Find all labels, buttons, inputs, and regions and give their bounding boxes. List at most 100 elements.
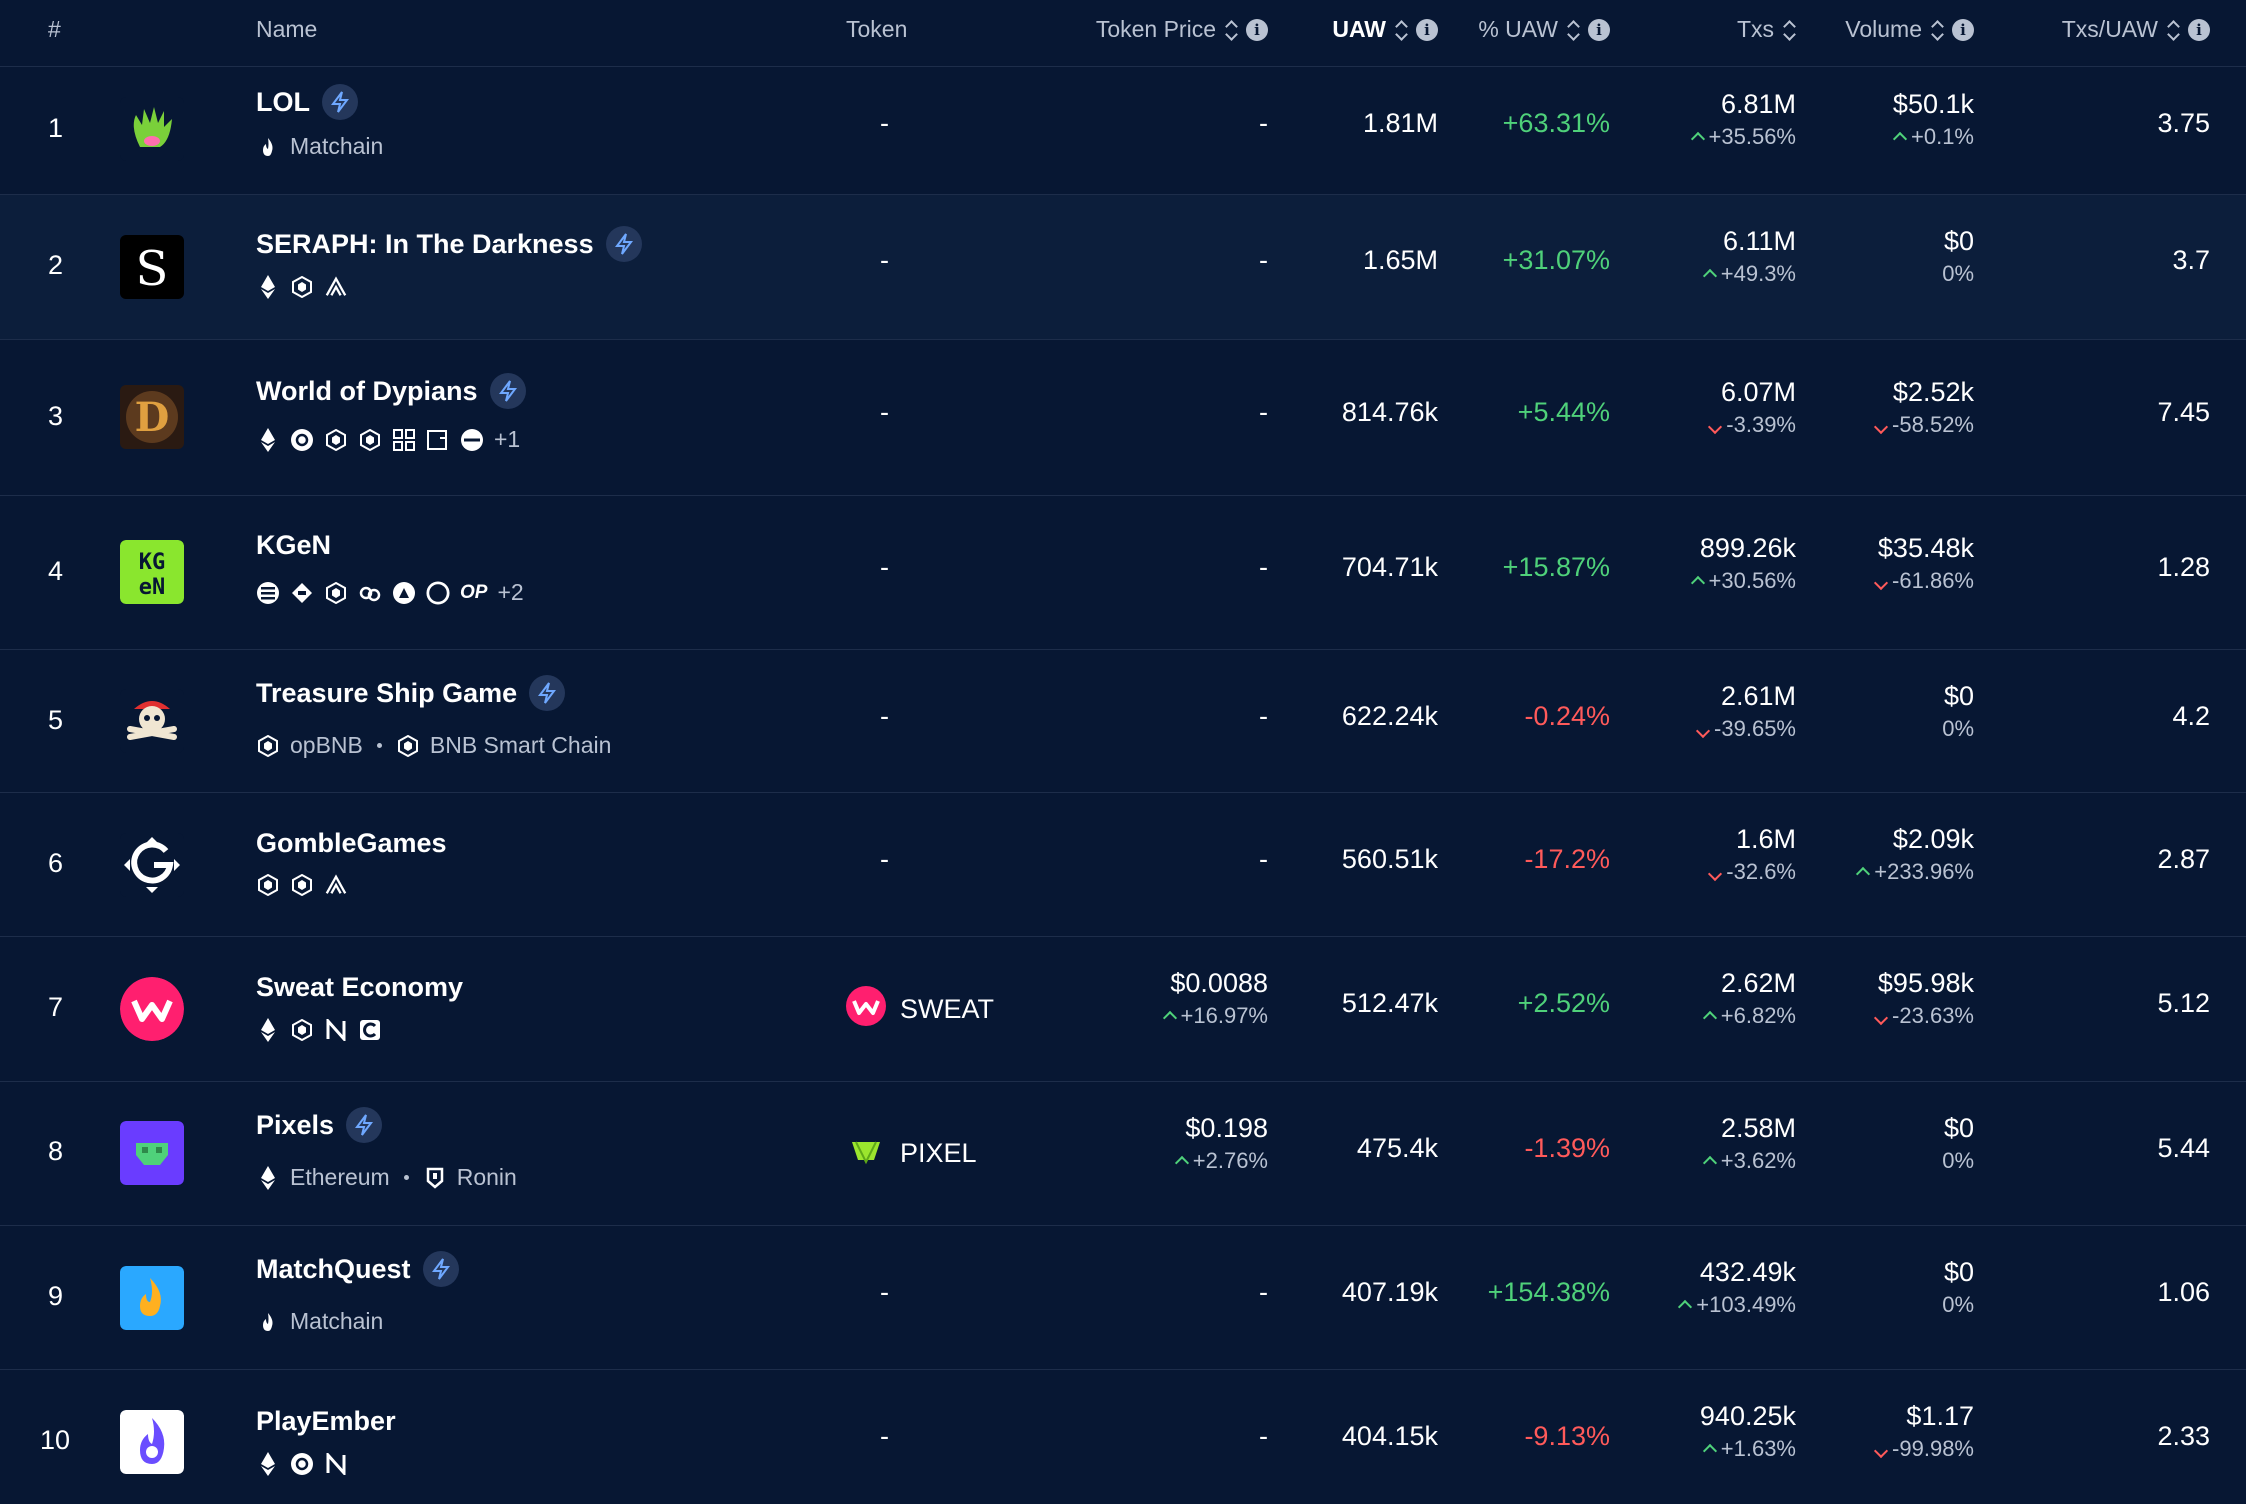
lightning-icon xyxy=(322,84,358,120)
game-name[interactable]: MatchQuest xyxy=(256,1251,459,1287)
solana-icon xyxy=(256,581,280,605)
token-price: - xyxy=(1259,552,1268,582)
txs-value: 2.58M xyxy=(1720,1113,1796,1143)
rank: 7 xyxy=(48,992,64,1022)
header-txs[interactable]: Txs xyxy=(1660,16,1796,43)
token-price: $0.0088 xyxy=(1170,968,1268,998)
header-volume[interactable]: Volume i xyxy=(1810,16,1974,43)
bnb-chain-icon xyxy=(256,734,280,758)
table-row[interactable]: 5 Treasure Ship Game opBNB BNB Smart Cha… xyxy=(0,650,2246,793)
game-name[interactable]: GombleGames xyxy=(256,828,447,858)
uaw-value: 704.71k xyxy=(1341,552,1438,582)
table-row[interactable]: 9 MatchQuest Matchain - - 407.19k +154.3… xyxy=(0,1226,2246,1370)
table-row[interactable]: 7 Sweat Economy SWEAT $0.0088 +16.97% 51… xyxy=(0,937,2246,1082)
volume-value: $35.48k xyxy=(1877,533,1974,563)
table-header: # Name Token Token Price i UAW i % UAW i Tx… xyxy=(0,0,2246,67)
txs-value: 940.25k xyxy=(1699,1401,1796,1431)
arbitrum-icon xyxy=(324,275,348,299)
sort-icon[interactable] xyxy=(1394,19,1408,41)
token-symbol: SWEAT xyxy=(900,994,994,1024)
ronin-icon xyxy=(423,1166,447,1190)
volume-value: $0 xyxy=(1943,1113,1974,1143)
txs-value: 6.11M xyxy=(1722,226,1796,256)
link-icon xyxy=(358,581,382,605)
token-value: - xyxy=(880,397,889,427)
info-icon[interactable]: i xyxy=(1246,18,1268,41)
table-row[interactable]: 6 GombleGames - - 560.51k -17.2% 1.6M -3… xyxy=(0,793,2246,937)
sort-icon[interactable] xyxy=(2166,19,2180,41)
rank: 5 xyxy=(48,705,64,735)
txs-uaw-value: 7.45 xyxy=(2157,397,2210,427)
volume-change: 0% xyxy=(1942,716,1974,741)
table-row[interactable]: 4 KG eN KGeN OP +2 - - 704.71k +15.87% 89… xyxy=(0,496,2246,650)
token-price: - xyxy=(1259,1421,1268,1451)
uaw-value: 622.24k xyxy=(1341,701,1438,731)
ring-icon xyxy=(426,580,450,605)
game-name[interactable]: PlayEmber xyxy=(256,1406,396,1436)
sort-icon[interactable] xyxy=(1782,19,1796,41)
arrow-down-icon xyxy=(1710,859,1720,885)
game-logo xyxy=(120,1121,184,1185)
table-row[interactable]: 10 PlayEmber - - 404.15k -9.13% 940.25k … xyxy=(0,1370,2246,1504)
token-price: - xyxy=(1259,397,1268,427)
volume-change: 0% xyxy=(1942,1292,1974,1317)
pct-uaw-value: -1.39% xyxy=(1524,1133,1610,1163)
volume-value: $2.09k xyxy=(1892,824,1974,854)
header-txs-uaw[interactable]: Txs/UAW i xyxy=(2020,16,2210,43)
txs-change: +35.56% xyxy=(1660,124,1796,150)
pct-uaw-value: +15.87% xyxy=(1502,552,1610,582)
ethereum-icon xyxy=(256,1165,280,1190)
sort-icon[interactable] xyxy=(1224,19,1238,41)
txs-uaw-value: 1.28 xyxy=(2157,552,2210,582)
txs-change: -39.65% xyxy=(1660,716,1796,742)
info-icon[interactable]: i xyxy=(2188,18,2210,41)
volume-change: +233.96% xyxy=(1810,859,1974,885)
info-icon[interactable]: i xyxy=(1588,18,1610,41)
rank: 4 xyxy=(48,556,64,586)
table-row[interactable]: 2 S SERAPH: In The Darkness - - 1.65M +3… xyxy=(0,195,2246,340)
game-name[interactable]: Treasure Ship Game xyxy=(256,675,566,711)
chains-list xyxy=(256,1018,382,1042)
token-price-change: +2.76% xyxy=(1000,1148,1268,1174)
table-row[interactable]: 3 D World of Dypians +1 - - 814.76k +5.4… xyxy=(0,340,2246,496)
bnb-chain-icon xyxy=(358,428,382,452)
lightning-icon xyxy=(489,373,526,409)
token-cell[interactable]: PIXEL xyxy=(846,1130,977,1177)
game-name[interactable]: SERAPH: In The Darkness xyxy=(256,226,642,262)
sort-icon[interactable] xyxy=(1566,19,1580,41)
arrow-up-icon xyxy=(1705,1436,1715,1462)
token-cell[interactable]: SWEAT xyxy=(846,986,994,1033)
rank: 2 xyxy=(48,250,64,280)
volume-value: $0 xyxy=(1943,226,1974,256)
table-row[interactable]: 8 Pixels Ethereum Ronin PIXEL $0.198 +2.… xyxy=(0,1082,2246,1226)
token-value: - xyxy=(880,844,889,874)
info-icon[interactable]: i xyxy=(1952,18,1974,41)
near-icon xyxy=(324,1452,348,1476)
table-row[interactable]: 1 LOL Matchain - - 1.81M +63.31% 6.81M +… xyxy=(0,67,2246,195)
game-name[interactable]: Sweat Economy xyxy=(256,972,464,1002)
bnb-chain-icon xyxy=(290,873,314,897)
sort-icon[interactable] xyxy=(1930,19,1944,41)
header-token-price[interactable]: Token Price i xyxy=(1000,16,1268,43)
header-uaw[interactable]: UAW i xyxy=(1290,16,1438,43)
game-logo xyxy=(120,833,184,897)
txs-change: +49.3% xyxy=(1660,261,1796,287)
arrow-up-icon xyxy=(1177,1148,1187,1174)
header-name: Name xyxy=(256,16,318,42)
sweat-token-icon xyxy=(846,986,886,1033)
game-name[interactable]: World of Dypians xyxy=(256,373,526,409)
header-pct-uaw[interactable]: % UAW i xyxy=(1450,16,1610,43)
token-symbol: PIXEL xyxy=(900,1138,977,1168)
token-value: - xyxy=(880,1421,889,1451)
rank: 8 xyxy=(48,1136,64,1166)
game-name[interactable]: LOL xyxy=(256,84,358,120)
bnb-chain-icon xyxy=(324,581,348,605)
pct-uaw-value: +2.52% xyxy=(1517,988,1610,1018)
arrow-up-icon xyxy=(1693,568,1703,594)
info-icon[interactable]: i xyxy=(1416,18,1438,41)
game-name[interactable]: KGeN xyxy=(256,530,332,560)
pct-uaw-value: +154.38% xyxy=(1487,1277,1610,1307)
game-name[interactable]: Pixels xyxy=(256,1107,383,1143)
token-price: $0.198 xyxy=(1185,1113,1268,1143)
arrow-up-icon xyxy=(1680,1292,1690,1318)
